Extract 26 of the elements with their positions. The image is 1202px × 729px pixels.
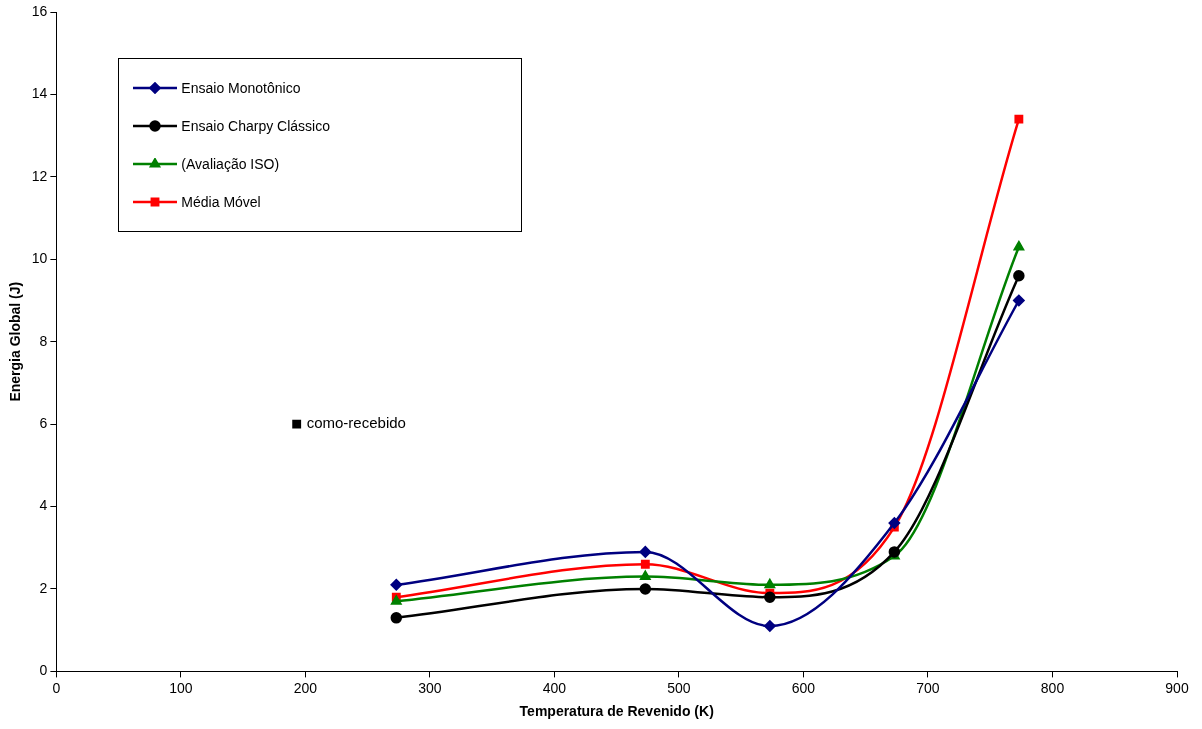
y-tick-label: 16 <box>31 2 48 19</box>
y-tick-label: 12 <box>31 167 48 184</box>
x-tick-label: 300 <box>418 679 442 696</box>
x-tick-label: 200 <box>293 679 318 696</box>
y-tick-label: 8 <box>39 332 48 349</box>
y-tick-label: 0 <box>39 662 48 679</box>
legend-label: Ensaio Charpy Clássico <box>181 118 330 134</box>
y-tick-label: 2 <box>39 579 48 596</box>
x-tick-label: 500 <box>667 679 691 696</box>
x-tick-label: 400 <box>542 679 567 696</box>
x-axis-title: Temperatura de Revenido (K) <box>519 703 714 720</box>
x-tick-label: 900 <box>1165 679 1189 696</box>
y-tick-label: 6 <box>39 414 48 431</box>
y-axis-title: Energia Global (J) <box>7 281 24 402</box>
series-label: como-recebido <box>306 414 406 432</box>
y-tick-label: 14 <box>31 85 48 102</box>
legend-label: Ensaio Monotônico <box>181 80 301 96</box>
x-tick-label: 600 <box>791 679 816 696</box>
x-tick-label: 0 <box>52 679 61 696</box>
y-tick-label: 10 <box>31 250 48 267</box>
legend-label: (Avaliação ISO) <box>181 156 280 172</box>
legend-label: Média Móvel <box>181 194 261 210</box>
y-tick-label: 4 <box>39 497 48 514</box>
x-tick-label: 700 <box>916 679 940 696</box>
x-tick-label: 100 <box>169 679 193 696</box>
x-tick-label: 800 <box>1040 679 1065 696</box>
